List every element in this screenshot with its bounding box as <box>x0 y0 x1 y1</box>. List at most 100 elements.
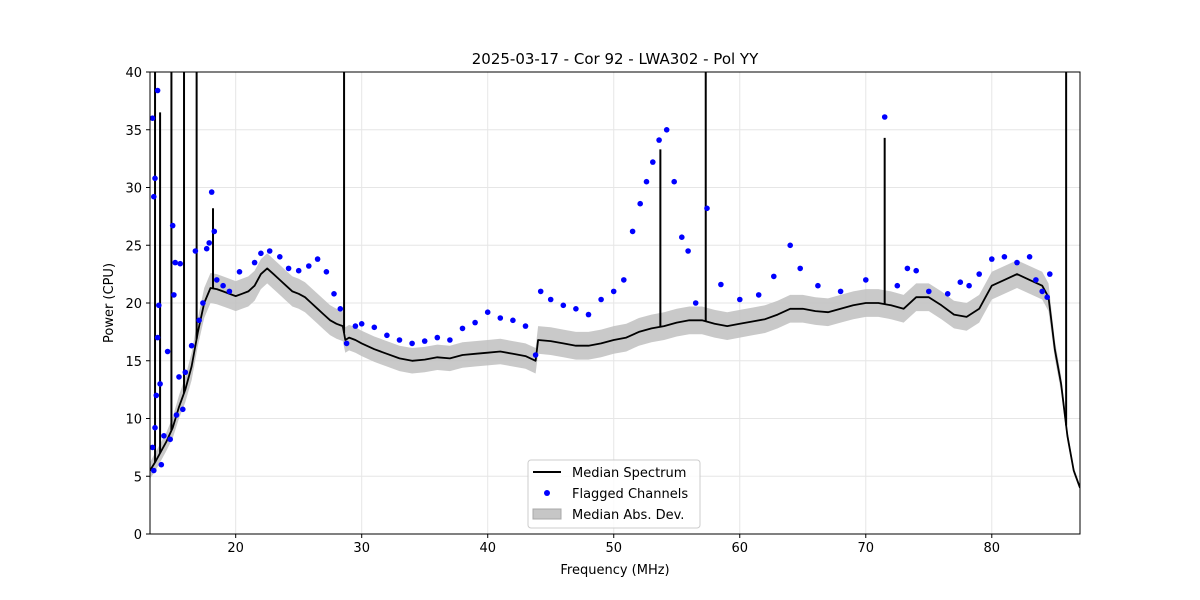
flagged-channel-point <box>663 127 670 133</box>
legend-swatch-flagged-channels <box>544 490 550 496</box>
flagged-channel-point <box>358 321 365 327</box>
flagged-channel-point <box>989 256 995 262</box>
flagged-channel-point <box>150 115 156 121</box>
flagged-channel-point <box>352 323 359 329</box>
flagged-channel-point <box>863 277 869 283</box>
flagged-channel-point <box>671 178 677 185</box>
flagged-channel-point <box>1001 253 1008 260</box>
chart-title: 2025-03-17 - Cor 92 - LWA302 - Pol YY <box>472 50 759 68</box>
flagged-channel-point <box>1033 277 1039 283</box>
flagged-channel-point <box>157 381 163 387</box>
flagged-channel-point <box>154 334 161 341</box>
flagged-channel-point <box>153 392 160 399</box>
flagged-channel-point <box>532 352 539 358</box>
flagged-channel-point <box>192 248 199 254</box>
flagged-channel-point <box>837 288 844 295</box>
flagged-channel-point <box>497 315 504 321</box>
legend: Median Spectrum Flagged Channels Median … <box>527 459 701 529</box>
flagged-channel-point <box>787 242 793 249</box>
flagged-channel-point <box>337 306 344 312</box>
x-tick-label: 50 <box>605 541 622 556</box>
x-tick-label: 60 <box>731 541 748 556</box>
flagged-channel-point <box>629 228 636 235</box>
flagged-channel-point <box>156 302 162 309</box>
flagged-channel-point <box>685 248 691 254</box>
flagged-channel-point <box>643 178 650 185</box>
flagged-channel-point <box>1014 259 1020 266</box>
flagged-channel-point <box>343 340 350 347</box>
flagged-channel-point <box>154 87 161 94</box>
y-tick-label: 40 <box>125 66 142 81</box>
flagged-channel-point <box>421 338 428 344</box>
x-tick-label: 80 <box>984 541 1001 556</box>
flagged-channel-point <box>323 269 330 275</box>
flagged-channel-point <box>295 267 302 274</box>
flagged-channel-point <box>371 324 378 331</box>
flagged-channel-point <box>704 205 710 212</box>
y-tick-label: 15 <box>125 355 142 370</box>
x-axis-label: Frequency (MHz) <box>560 563 669 578</box>
flagged-channel-point <box>171 292 177 298</box>
flagged-channel-point <box>944 291 951 297</box>
flagged-channel-point <box>598 296 604 303</box>
flagged-channel-point <box>211 228 218 235</box>
flagged-channel-point <box>236 269 243 275</box>
flagged-channel-point <box>331 291 337 297</box>
flagged-channel-point <box>306 263 312 269</box>
flagged-channel-point <box>409 340 415 347</box>
x-tick-label: 40 <box>479 541 496 556</box>
flagged-channel-point <box>522 323 529 329</box>
flagged-channel-point <box>718 281 724 288</box>
median-spectrum-line <box>150 267 1080 489</box>
flagged-channel-point <box>537 288 544 295</box>
flagged-channel-point <box>1026 253 1033 260</box>
y-axis-label: Power (CPU) <box>102 263 117 343</box>
flagged-channel-point <box>484 309 491 316</box>
flagged-channel-point <box>771 273 777 280</box>
flagged-channel-point <box>251 259 258 266</box>
flagged-channel-point <box>182 369 189 376</box>
flagged-channel-point <box>176 374 182 380</box>
flagged-channel-point <box>560 302 567 309</box>
flagged-channel-point <box>203 245 210 252</box>
legend-label-flagged-channels: Flagged Channels <box>572 487 688 502</box>
flagged-channel-point <box>692 300 699 306</box>
flagged-channel-point <box>158 461 165 468</box>
flagged-channel-point <box>188 342 195 349</box>
flagged-channel-point <box>447 337 453 343</box>
flagged-channel-point <box>656 137 662 143</box>
y-tick-label: 35 <box>125 124 142 139</box>
flagged-channel-point <box>637 200 643 207</box>
axis-ticks: 20 30 40 50 60 70 80 0 5 10 15 20 25 30 35 40 <box>125 66 1000 556</box>
y-tick-label: 0 <box>134 528 142 543</box>
flagged-channel-point <box>547 296 554 303</box>
flagged-channel-point <box>650 159 656 165</box>
x-tick-label: 70 <box>857 541 874 556</box>
legend-box <box>527 459 701 529</box>
flagged-channel-point <box>913 267 919 274</box>
y-tick-label: 25 <box>125 239 142 254</box>
flagged-channel-point <box>150 444 156 451</box>
flagged-channel-point <box>161 433 167 439</box>
flagged-channel-point <box>957 279 964 286</box>
flagged-channel-point <box>472 319 478 326</box>
flagged-channel-point <box>797 265 803 272</box>
flagged-channel-point <box>151 467 157 474</box>
flagged-channel-point <box>172 259 178 266</box>
flagged-channel-point <box>285 265 292 272</box>
flagged-channel-point <box>277 253 283 260</box>
y-tick-label: 5 <box>134 470 142 485</box>
flagged-channel-point <box>220 282 226 289</box>
flagged-channel-point <box>206 240 212 246</box>
flagged-channel-point <box>396 337 403 343</box>
legend-swatch-median-abs-dev <box>532 508 562 520</box>
flagged-channel-point <box>258 250 264 257</box>
flagged-channel-point <box>1047 271 1053 277</box>
flagged-channel-point <box>173 412 180 418</box>
flagged-channel-point <box>151 193 157 200</box>
flagged-channel-point <box>164 348 171 355</box>
flagged-channel-point <box>904 265 911 272</box>
flagged-channel-point <box>180 406 186 413</box>
x-tick-label: 20 <box>227 541 244 556</box>
